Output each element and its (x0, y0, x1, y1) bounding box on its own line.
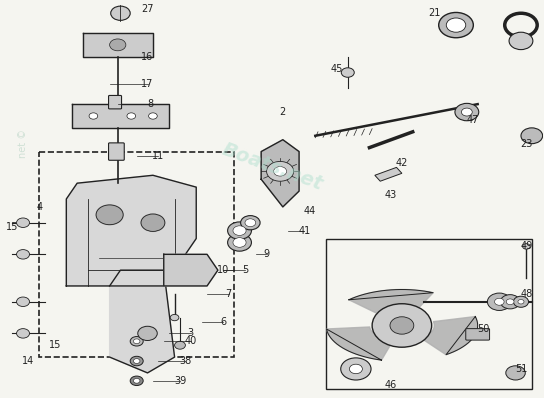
Text: 17: 17 (141, 79, 154, 90)
Text: 5: 5 (242, 265, 248, 275)
Polygon shape (83, 33, 153, 57)
Circle shape (390, 317, 414, 334)
Polygon shape (421, 316, 478, 355)
Circle shape (133, 359, 140, 363)
Polygon shape (349, 289, 433, 314)
Text: 16: 16 (141, 52, 153, 62)
Circle shape (274, 167, 287, 176)
Text: Boats.net: Boats.net (219, 140, 325, 195)
Circle shape (96, 205, 123, 225)
Circle shape (487, 293, 511, 310)
Circle shape (175, 341, 186, 349)
Text: 11: 11 (152, 150, 164, 160)
Circle shape (521, 128, 542, 144)
Circle shape (130, 376, 143, 386)
Text: 48: 48 (520, 289, 533, 299)
Circle shape (16, 329, 29, 338)
Circle shape (494, 298, 504, 305)
Text: 4: 4 (36, 202, 42, 212)
Circle shape (130, 356, 143, 366)
Circle shape (523, 244, 530, 249)
Circle shape (506, 299, 514, 304)
Circle shape (240, 216, 260, 230)
Polygon shape (66, 175, 196, 286)
Circle shape (518, 300, 524, 304)
Circle shape (16, 250, 29, 259)
Text: 27: 27 (141, 4, 154, 14)
Bar (39, 152, 234, 357)
Circle shape (130, 337, 143, 346)
Circle shape (438, 12, 473, 38)
Circle shape (455, 103, 479, 121)
Text: 21: 21 (428, 8, 441, 18)
Text: 46: 46 (385, 380, 397, 390)
Circle shape (506, 366, 526, 380)
Text: net ©: net © (17, 129, 28, 158)
Text: 41: 41 (298, 226, 311, 236)
Circle shape (227, 234, 251, 251)
Text: 2: 2 (280, 107, 286, 117)
Circle shape (111, 6, 130, 20)
Circle shape (233, 238, 246, 247)
Text: 14: 14 (22, 356, 35, 366)
Circle shape (233, 226, 246, 235)
Text: 10: 10 (217, 265, 230, 275)
Text: 40: 40 (185, 336, 197, 346)
Circle shape (341, 68, 354, 77)
Circle shape (245, 219, 256, 226)
Circle shape (141, 214, 165, 231)
Circle shape (133, 378, 140, 383)
Circle shape (500, 295, 520, 309)
Text: 43: 43 (385, 190, 397, 200)
Text: 51: 51 (515, 364, 527, 374)
Text: 38: 38 (180, 356, 191, 366)
Circle shape (341, 358, 371, 380)
Text: 44: 44 (304, 206, 316, 216)
Circle shape (461, 108, 472, 116)
Circle shape (149, 113, 157, 119)
Text: 47: 47 (466, 115, 478, 125)
Circle shape (514, 296, 529, 307)
Text: 7: 7 (226, 289, 232, 299)
Circle shape (227, 222, 251, 239)
Text: 9: 9 (263, 249, 270, 259)
Text: 39: 39 (174, 376, 186, 386)
Circle shape (133, 339, 140, 343)
Polygon shape (110, 270, 175, 373)
Text: 49: 49 (520, 242, 533, 252)
Circle shape (170, 314, 179, 321)
FancyBboxPatch shape (466, 329, 490, 340)
Circle shape (446, 18, 466, 32)
Text: 50: 50 (477, 324, 489, 334)
Circle shape (372, 304, 431, 347)
Text: 42: 42 (395, 158, 408, 168)
Polygon shape (261, 140, 299, 207)
Text: 8: 8 (147, 99, 153, 109)
Bar (326, 238, 532, 389)
Circle shape (349, 364, 362, 374)
Polygon shape (375, 168, 402, 181)
Circle shape (267, 162, 294, 181)
FancyBboxPatch shape (109, 96, 121, 109)
Text: 15: 15 (6, 222, 18, 232)
Circle shape (110, 39, 126, 51)
Text: 3: 3 (188, 328, 194, 338)
Polygon shape (164, 254, 218, 286)
Text: 45: 45 (331, 64, 343, 74)
Text: 6: 6 (220, 316, 226, 326)
Text: 15: 15 (50, 340, 61, 350)
Circle shape (89, 113, 98, 119)
FancyBboxPatch shape (109, 143, 124, 160)
Polygon shape (72, 104, 169, 128)
Polygon shape (326, 327, 393, 360)
Circle shape (16, 297, 29, 306)
Circle shape (16, 218, 29, 227)
Text: 23: 23 (520, 139, 533, 149)
Circle shape (138, 326, 157, 341)
Circle shape (127, 113, 135, 119)
Circle shape (509, 32, 533, 50)
